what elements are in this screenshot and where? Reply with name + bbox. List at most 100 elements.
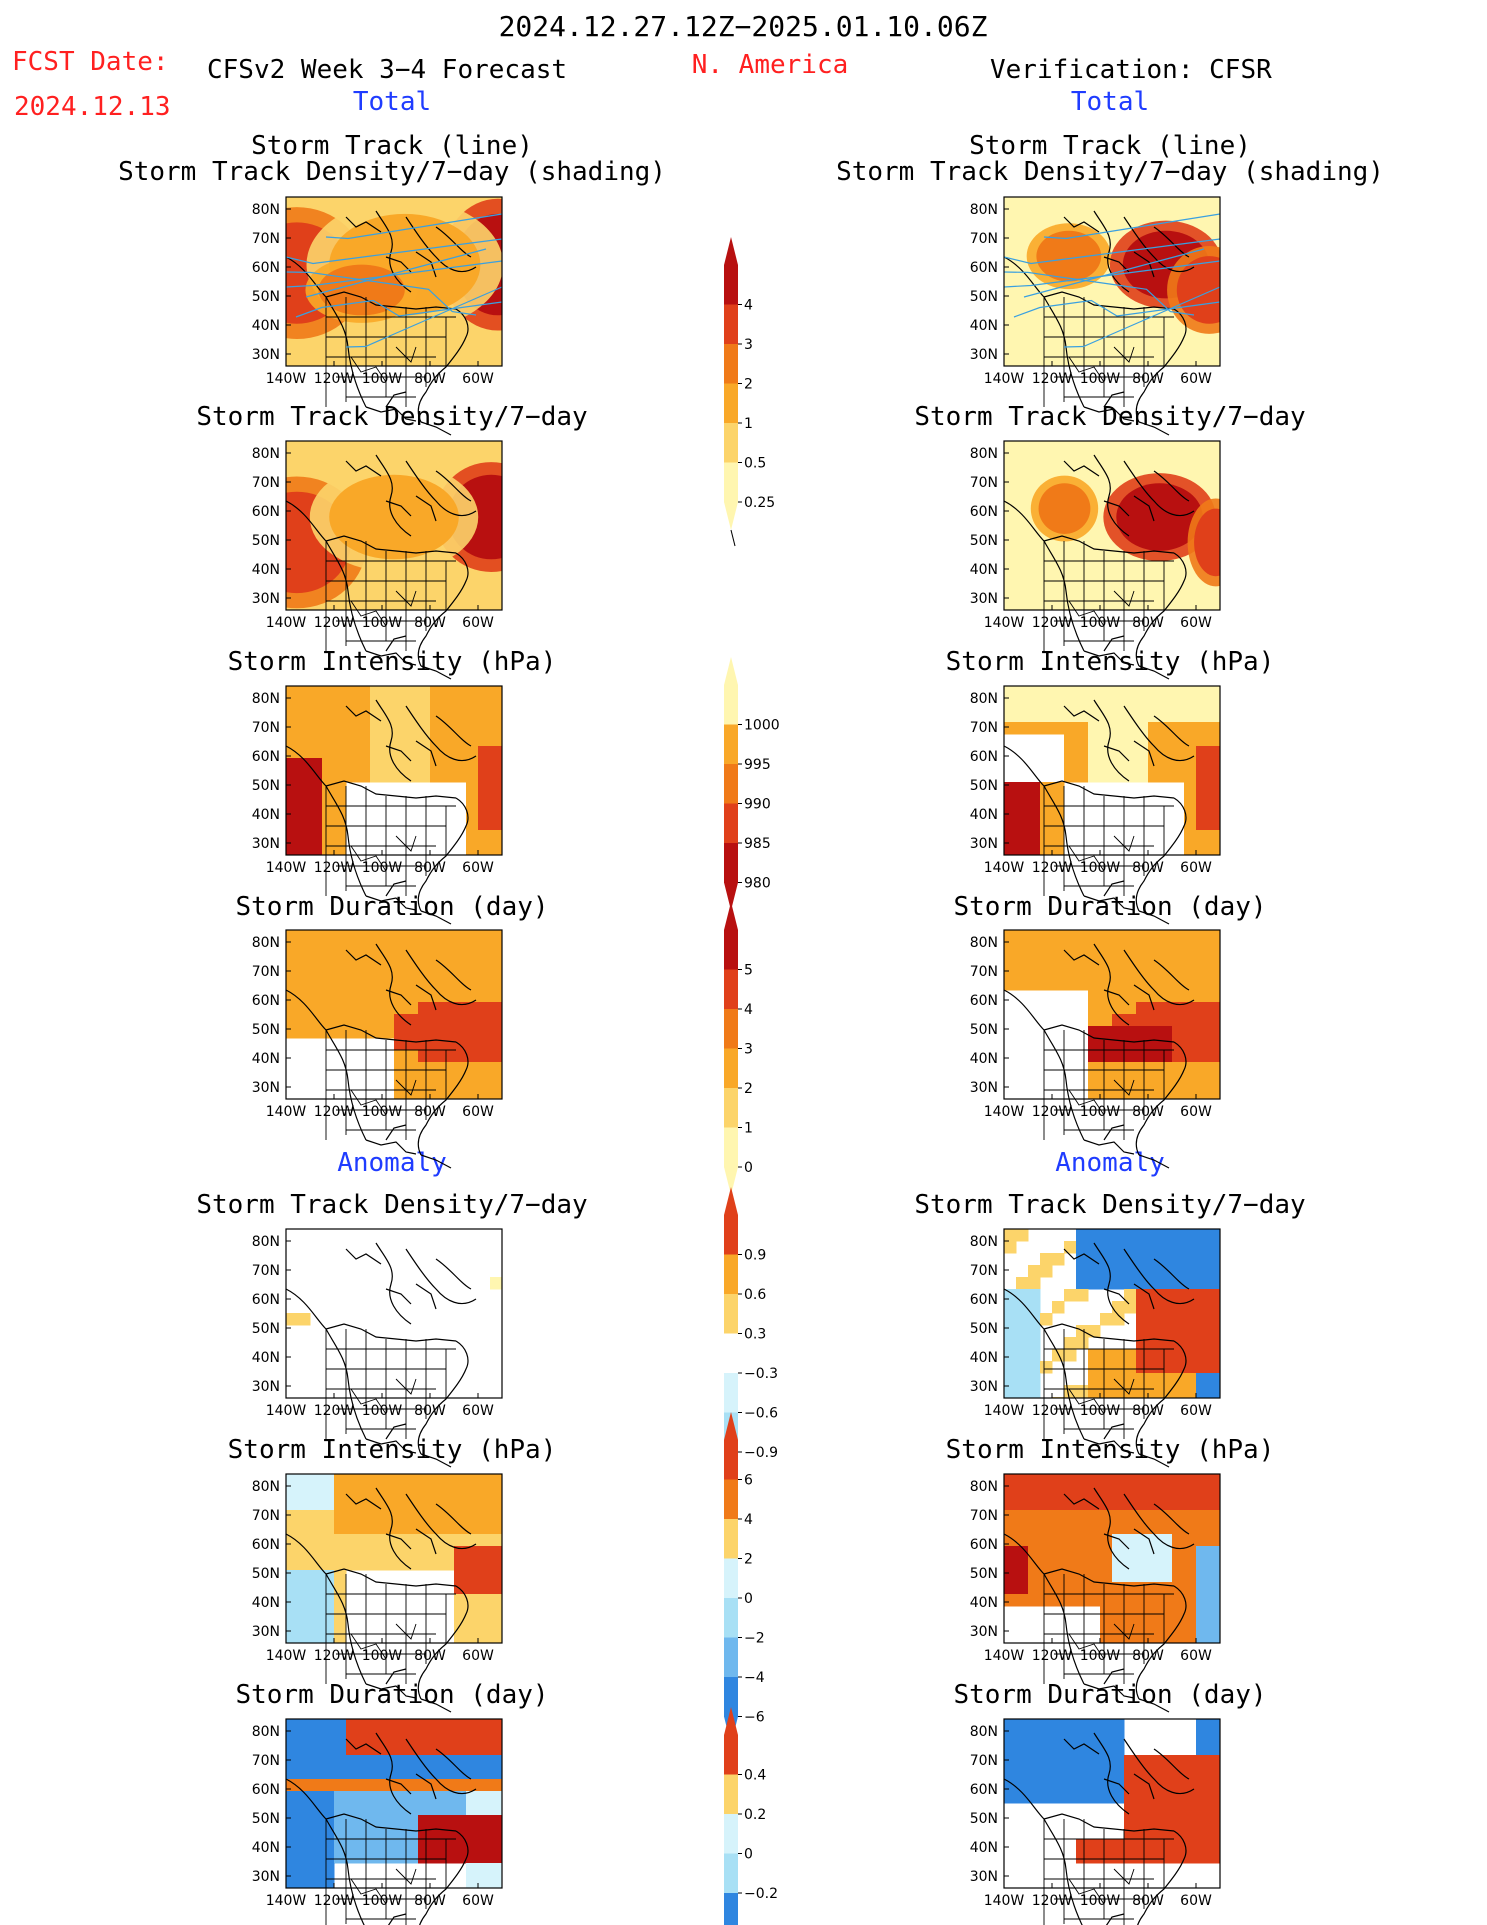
grid-cell xyxy=(466,758,479,771)
grid-cell xyxy=(322,1875,335,1888)
grid-cell xyxy=(1172,1558,1185,1571)
grid-cell xyxy=(1196,1313,1209,1326)
colorbar-bin xyxy=(724,724,738,765)
grid-cell xyxy=(1208,1062,1220,1075)
grid-cell xyxy=(1040,1522,1053,1535)
grid-cell xyxy=(1184,1534,1197,1547)
grid-cell xyxy=(322,806,335,819)
grid-cell xyxy=(346,686,359,699)
grid-cell xyxy=(370,1839,383,1852)
grid-cell xyxy=(1208,1026,1220,1039)
grid-cell xyxy=(1040,830,1053,843)
grid-cell xyxy=(454,1839,467,1852)
grid-cell xyxy=(478,818,491,831)
grid-cell xyxy=(1112,1002,1125,1015)
grid-cell xyxy=(1184,1779,1197,1792)
lat-tick-label: 50N xyxy=(252,289,280,305)
grid-cell xyxy=(1196,1767,1209,1780)
grid-cell xyxy=(394,1791,407,1804)
grid-cell xyxy=(394,1474,407,1487)
grid-cell xyxy=(346,1498,359,1511)
grid-cell xyxy=(1112,1301,1125,1314)
grid-cell xyxy=(1184,782,1197,795)
colorbar-arrow xyxy=(724,902,738,930)
grid-cell xyxy=(358,1486,371,1499)
grid-cell xyxy=(478,1827,491,1840)
grid-cell xyxy=(1184,1498,1197,1511)
grid-cell xyxy=(1028,1301,1041,1314)
colorbar-label: 2 xyxy=(744,1081,753,1097)
grid-cell xyxy=(442,710,455,723)
grid-cell xyxy=(1208,990,1220,1003)
grid-cell xyxy=(1112,1522,1125,1535)
grid-cell xyxy=(1136,1779,1149,1792)
grid-cell xyxy=(478,1002,491,1015)
grid-cell xyxy=(1184,1289,1197,1302)
grid-cell xyxy=(382,1719,395,1732)
grid-cell xyxy=(1136,1815,1149,1828)
grid-cell xyxy=(1100,930,1113,943)
grid-cell xyxy=(370,1767,383,1780)
grid-cell xyxy=(1040,710,1053,723)
grid-cell xyxy=(1088,1731,1101,1744)
grid-cell xyxy=(1112,954,1125,967)
grid-cell xyxy=(454,1791,467,1804)
grid-cell xyxy=(1172,954,1185,967)
grid-cell xyxy=(310,818,323,831)
grid-cell xyxy=(1040,966,1053,979)
lon-tick-label: 100W xyxy=(362,1104,403,1120)
grid-cell xyxy=(394,966,407,979)
grid-cell xyxy=(418,722,431,735)
grid-cell xyxy=(1004,806,1017,819)
grid-cell xyxy=(442,698,455,711)
lat-tick-label: 80N xyxy=(970,202,998,218)
grid-cell xyxy=(1196,1851,1209,1864)
grid-cell xyxy=(478,1062,491,1075)
grid-cell xyxy=(1112,1606,1125,1619)
grid-cell xyxy=(1076,770,1089,783)
lat-tick-label: 30N xyxy=(252,836,280,852)
grid-cell xyxy=(1052,1498,1065,1511)
lat-tick-label: 60N xyxy=(970,1782,998,1798)
grid-cell xyxy=(478,1534,491,1547)
grid-cell xyxy=(1052,1731,1065,1744)
grid-cell xyxy=(1124,1594,1137,1607)
grid-cell xyxy=(1004,1229,1017,1242)
grid-cell xyxy=(298,818,311,831)
grid-cell xyxy=(1148,1385,1161,1398)
grid-cell xyxy=(490,710,502,723)
grid-cell xyxy=(1100,1385,1113,1398)
cfsr-track-title-2: Storm Track Density/7−day (shading) xyxy=(836,157,1384,187)
grid-cell xyxy=(490,990,502,1003)
grid-cell xyxy=(442,746,455,759)
grid-cell xyxy=(478,1522,491,1535)
grid-cell xyxy=(322,1474,335,1487)
grid-cell xyxy=(442,1534,455,1547)
colorbar-label: 2 xyxy=(744,1552,753,1568)
grid-cell xyxy=(478,1570,491,1583)
grid-cell xyxy=(1076,942,1089,955)
grid-cell xyxy=(478,830,491,843)
grid-cell xyxy=(1028,698,1041,711)
lat-tick-label: 30N xyxy=(970,591,998,607)
grid-cell xyxy=(334,1594,347,1607)
grid-cell xyxy=(1112,1385,1125,1398)
grid-cell xyxy=(478,1558,491,1571)
grid-cell xyxy=(358,686,371,699)
grid-cell xyxy=(1196,1630,1209,1643)
grid-cell xyxy=(442,1474,455,1487)
grid-cell xyxy=(1028,966,1041,979)
grid-cell xyxy=(466,1558,479,1571)
grid-cell xyxy=(1124,734,1137,747)
lon-tick-label: 80W xyxy=(1132,1403,1164,1419)
lon-tick-label: 140W xyxy=(984,371,1025,387)
colorbar-label: 0 xyxy=(744,1160,753,1176)
grid-cell xyxy=(346,1851,359,1864)
grid-cell xyxy=(346,1719,359,1732)
colorbar-arrow xyxy=(724,237,738,265)
lon-tick-label: 140W xyxy=(266,860,307,876)
grid-cell xyxy=(310,1863,323,1876)
grid-cell xyxy=(358,698,371,711)
